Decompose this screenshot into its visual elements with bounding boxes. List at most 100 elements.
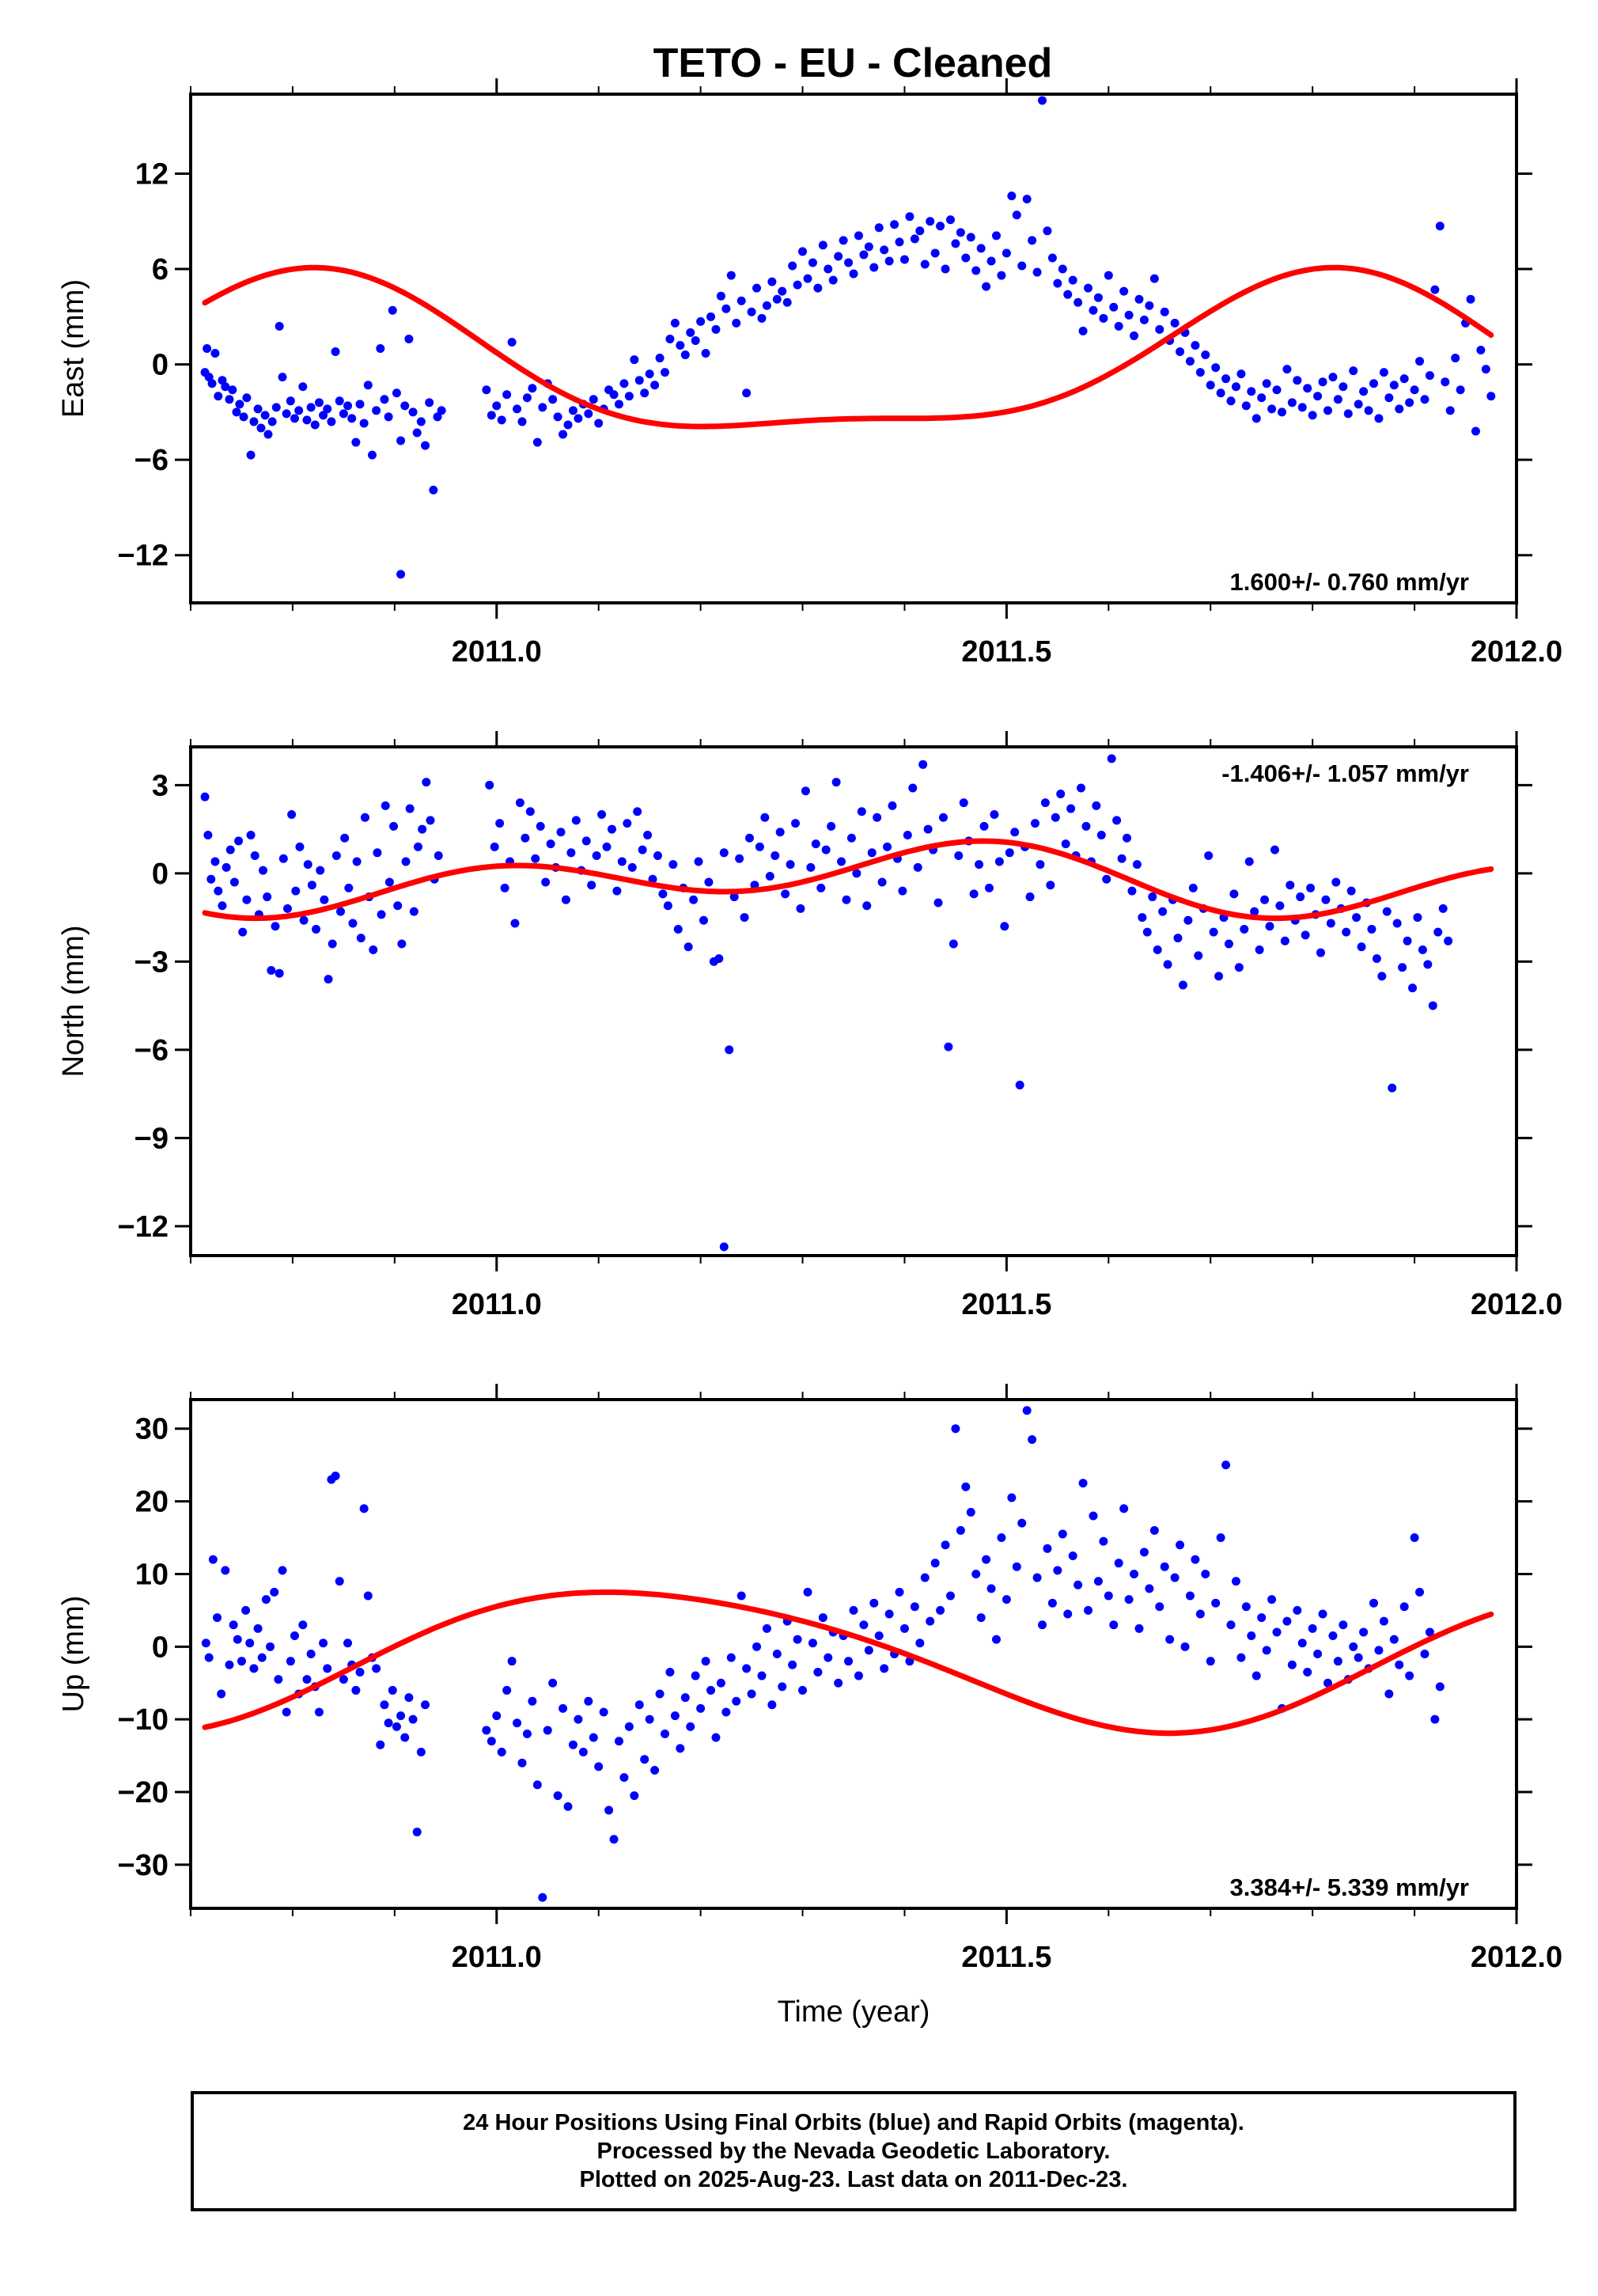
- data-point: [377, 910, 386, 919]
- data-point: [278, 1566, 287, 1575]
- data-point: [1367, 924, 1376, 934]
- data-point: [1435, 222, 1445, 231]
- data-point: [883, 842, 892, 851]
- data-point: [1163, 960, 1172, 969]
- data-point: [791, 819, 801, 828]
- data-point: [1379, 368, 1388, 377]
- data-point: [1195, 1609, 1205, 1619]
- y-tick-label: 10: [135, 1558, 169, 1591]
- data-point: [859, 250, 869, 260]
- data-point: [1194, 951, 1203, 960]
- data-point: [961, 253, 971, 263]
- data-point: [643, 831, 653, 840]
- data-point: [762, 301, 771, 310]
- data-point: [331, 851, 341, 861]
- data-point: [502, 1685, 512, 1695]
- data-point: [772, 294, 782, 304]
- data-point: [242, 895, 252, 904]
- data-point: [990, 809, 999, 819]
- data-point: [633, 807, 642, 816]
- data-point: [221, 382, 230, 392]
- data-point: [930, 248, 940, 258]
- data-point: [1206, 381, 1215, 390]
- data-point: [1002, 1595, 1011, 1605]
- data-point: [355, 1667, 365, 1677]
- data-point: [1272, 385, 1282, 395]
- data-point: [1423, 960, 1433, 969]
- data-point: [513, 1718, 522, 1728]
- data-point: [716, 291, 725, 301]
- data-point: [737, 296, 746, 305]
- data-point: [323, 404, 332, 414]
- data-point: [1043, 1544, 1052, 1553]
- data-point: [253, 404, 263, 414]
- data-point: [1176, 347, 1185, 357]
- data-point: [915, 1639, 925, 1648]
- data-point: [994, 857, 1004, 866]
- data-point: [837, 857, 846, 866]
- data-point: [388, 305, 397, 315]
- data-point: [1076, 783, 1085, 793]
- data-point: [1420, 395, 1429, 404]
- data-point: [653, 851, 662, 861]
- data-point: [1405, 398, 1414, 407]
- data-point: [235, 400, 244, 409]
- data-point: [670, 1711, 680, 1721]
- data-point: [719, 848, 729, 858]
- data-point: [665, 1667, 675, 1677]
- data-point: [1142, 927, 1152, 937]
- data-point: [908, 783, 918, 793]
- data-point: [1410, 385, 1419, 395]
- data-point: [1323, 1678, 1332, 1688]
- data-point: [201, 1639, 210, 1648]
- data-point: [634, 376, 644, 385]
- data-point: [880, 1664, 889, 1673]
- data-point: [818, 241, 827, 250]
- data-point: [1486, 392, 1496, 401]
- data-point: [204, 1653, 214, 1662]
- data-point: [1287, 398, 1297, 407]
- data-point: [655, 354, 665, 363]
- data-point: [1221, 1461, 1231, 1470]
- data-point: [1000, 922, 1009, 931]
- data-point: [803, 1587, 812, 1597]
- data-point: [1257, 393, 1267, 403]
- data-point: [249, 1664, 259, 1673]
- data-point: [991, 231, 1001, 241]
- data-point: [1379, 1616, 1388, 1626]
- data-point: [282, 409, 291, 419]
- data-point: [492, 1711, 502, 1721]
- data-point: [1209, 927, 1218, 937]
- data-point: [951, 239, 960, 248]
- data-point: [742, 1664, 752, 1673]
- y-tick-label: 0: [152, 349, 169, 382]
- data-point: [757, 1671, 767, 1680]
- data-point: [786, 860, 795, 870]
- data-point: [214, 392, 223, 401]
- data-point: [706, 312, 716, 321]
- data-point: [602, 842, 612, 851]
- data-point: [275, 968, 284, 978]
- data-point: [1043, 226, 1052, 236]
- data-point: [1007, 1493, 1017, 1502]
- data-point: [369, 945, 378, 954]
- data-point: [864, 1646, 873, 1655]
- data-point: [956, 1525, 965, 1535]
- data-point: [408, 407, 418, 417]
- data-point: [360, 813, 369, 822]
- data-point: [381, 801, 390, 810]
- data-point: [324, 975, 333, 984]
- data-point: [1407, 983, 1417, 993]
- data-point: [1236, 369, 1246, 379]
- data-point: [818, 1613, 827, 1623]
- data-point: [1252, 1671, 1261, 1680]
- data-point: [425, 398, 434, 407]
- data-point: [1089, 305, 1098, 315]
- data-point: [405, 804, 415, 813]
- data-point: [673, 924, 683, 934]
- data-point: [1231, 382, 1240, 392]
- data-point: [747, 1689, 756, 1699]
- data-point: [388, 1685, 397, 1695]
- data-point: [1321, 895, 1331, 904]
- data-point: [274, 1675, 283, 1684]
